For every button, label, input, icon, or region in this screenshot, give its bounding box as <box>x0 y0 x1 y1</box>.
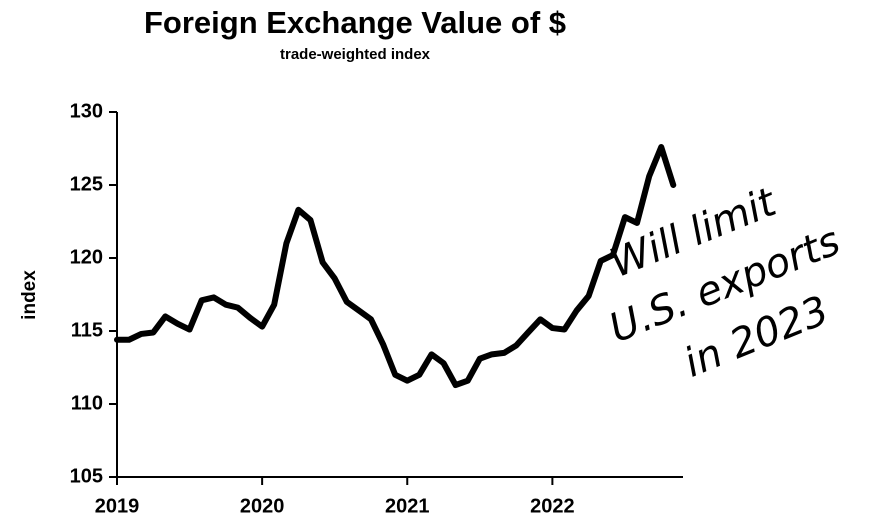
y-tick-label: 115 <box>71 319 103 341</box>
x-tick-label: 2022 <box>530 495 575 517</box>
annotation: Will limit U.S. exports in 2023 <box>603 179 846 387</box>
x-tick-label: 2019 <box>95 495 140 517</box>
y-tick-label: 105 <box>70 465 103 487</box>
x-tick-label: 2021 <box>385 495 430 517</box>
y-tick-label: 110 <box>71 392 103 414</box>
y-axis-label: index <box>19 270 40 320</box>
chart-subtitle: trade-weighted index <box>280 46 431 63</box>
y-tick-label: 120 <box>70 246 103 268</box>
chart-title: Foreign Exchange Value of $ <box>144 5 566 40</box>
data-line <box>114 144 677 389</box>
x-tick-label: 2020 <box>240 495 285 517</box>
y-tick-label: 130 <box>70 100 103 122</box>
y-tick-label: 125 <box>70 173 103 195</box>
